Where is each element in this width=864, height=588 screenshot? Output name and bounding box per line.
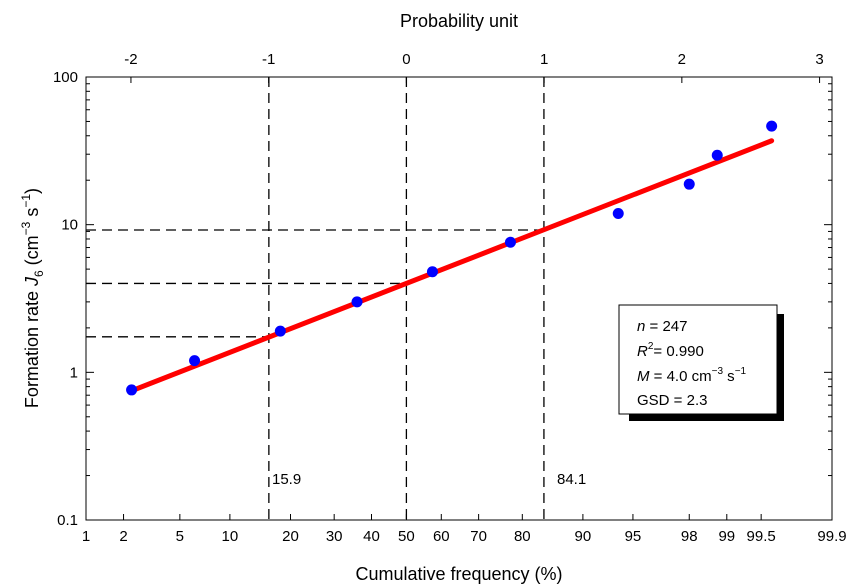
x-tick-label: 99.9: [817, 528, 846, 545]
top-tick-label: 3: [815, 51, 823, 68]
data-point: [189, 355, 201, 367]
data-point: [126, 384, 138, 396]
data-point: [711, 149, 723, 161]
y-tick-label: 100: [53, 69, 78, 86]
plot-frame: [85, 76, 833, 521]
stats-box: n = 247 R2= 0.990 M = 4.0 cm−3 s−1 GSD =…: [618, 304, 784, 421]
x-tick-label: 30: [326, 528, 343, 545]
top-axis-title: Probability unit: [400, 11, 518, 31]
x-tick-label: 95: [625, 528, 642, 545]
x-tick-label: 60: [433, 528, 450, 545]
x-tick-label: 90: [575, 528, 592, 545]
regression-line: [129, 138, 775, 394]
data-point: [504, 236, 516, 248]
data-point: [351, 296, 363, 308]
stat-gsd: GSD = 2.3: [637, 392, 707, 409]
data-point: [766, 120, 778, 132]
stats-box-panel: [618, 304, 778, 415]
y-tick-label: 0.1: [57, 512, 78, 529]
y-axis-ticks: 0.1 1 10 100: [53, 69, 832, 529]
x-axis-title: Cumulative frequency (%): [355, 564, 562, 584]
y-tick-label: 10: [61, 217, 78, 234]
stat-r2: R2= 0.990: [637, 341, 704, 360]
x-tick-label: 99.5: [747, 528, 776, 545]
top-tick-label: -1: [262, 51, 275, 68]
y-axis-title: Formation rate J6 (cm−3 s−1): [19, 188, 46, 408]
x-tick-label: 50: [398, 528, 415, 545]
data-point: [683, 178, 695, 190]
data-points: [126, 120, 778, 396]
x-tick-label: 98: [681, 528, 698, 545]
data-point: [426, 266, 438, 278]
y-tick-label: 1: [70, 364, 78, 381]
top-tick-label: -2: [124, 51, 137, 68]
x-tick-label: 99: [718, 528, 735, 545]
ref-label-15-9: 15.9: [272, 471, 301, 488]
x-tick-label: 80: [514, 528, 531, 545]
top-tick-label: 0: [402, 51, 410, 68]
data-point: [612, 208, 624, 220]
reference-lines: [86, 77, 545, 520]
top-tick-label: 2: [678, 51, 686, 68]
x-tick-label: 40: [363, 528, 380, 545]
ref-label-84-1: 84.1: [557, 471, 586, 488]
x-tick-label: 10: [222, 528, 239, 545]
x-tick-label: 20: [282, 528, 299, 545]
top-tick-label: 1: [540, 51, 548, 68]
data-point: [274, 325, 286, 337]
top-axis-ticks: -2 -1 0 1 2 3: [124, 51, 824, 83]
x-tick-label: 1: [82, 528, 90, 545]
stat-median: M = 4.0 cm−3 s−1: [637, 366, 747, 385]
x-axis-ticks: 1 2 5 10 20 30 40 50 60 70 80 90 95 98 99 99.5 99.9: [82, 514, 847, 545]
x-tick-label: 5: [176, 528, 184, 545]
x-tick-label: 70: [470, 528, 487, 545]
stat-n: n = 247: [637, 318, 687, 335]
x-tick-label: 2: [119, 528, 127, 545]
